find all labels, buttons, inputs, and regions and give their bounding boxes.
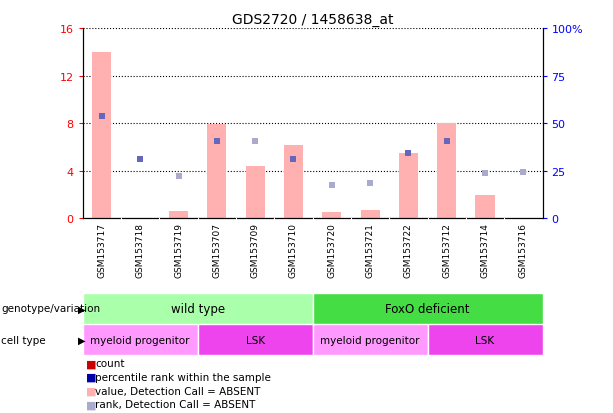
Text: rank, Detection Call = ABSENT: rank, Detection Call = ABSENT	[95, 399, 256, 409]
Title: GDS2720 / 1458638_at: GDS2720 / 1458638_at	[232, 12, 394, 26]
Bar	[360, 211, 379, 219]
Text: GSM153720: GSM153720	[327, 223, 337, 278]
Bar	[284, 145, 303, 219]
Text: GSM153707: GSM153707	[212, 223, 221, 278]
Text: ▶: ▶	[78, 335, 85, 345]
Text: GSM153712: GSM153712	[442, 223, 451, 278]
Text: value, Detection Call = ABSENT: value, Detection Call = ABSENT	[95, 386, 261, 396]
Text: count: count	[95, 358, 124, 368]
Bar	[83, 293, 313, 324]
Bar	[476, 195, 495, 219]
Text: LSK: LSK	[246, 335, 265, 345]
Text: myeloid progenitor: myeloid progenitor	[91, 335, 190, 345]
Text: ■: ■	[86, 399, 96, 409]
Text: myeloid progenitor: myeloid progenitor	[321, 335, 420, 345]
Text: ▶: ▶	[78, 304, 85, 314]
Bar	[437, 124, 456, 219]
Bar	[428, 324, 543, 355]
Bar	[322, 213, 341, 219]
Text: GSM153710: GSM153710	[289, 223, 298, 278]
Bar	[207, 125, 226, 219]
Text: GSM153721: GSM153721	[365, 223, 375, 278]
Bar	[197, 324, 313, 355]
Text: genotype/variation: genotype/variation	[1, 304, 101, 314]
Text: GSM153718: GSM153718	[135, 223, 145, 278]
Text: FoxO deficient: FoxO deficient	[386, 302, 470, 315]
Text: GSM153717: GSM153717	[97, 223, 107, 278]
Text: percentile rank within the sample: percentile rank within the sample	[95, 372, 271, 382]
Text: GSM153716: GSM153716	[519, 223, 528, 278]
Text: LSK: LSK	[476, 335, 495, 345]
Text: ■: ■	[86, 372, 96, 382]
Text: GSM153722: GSM153722	[404, 223, 413, 277]
Bar	[83, 324, 197, 355]
Text: GSM153719: GSM153719	[174, 223, 183, 278]
Bar	[399, 154, 418, 219]
Bar	[93, 52, 112, 219]
Text: cell type: cell type	[1, 335, 46, 345]
Bar	[313, 324, 428, 355]
Text: wild type: wild type	[170, 302, 225, 315]
Text: GSM153714: GSM153714	[481, 223, 490, 278]
Bar	[313, 293, 543, 324]
Bar	[169, 212, 188, 219]
Text: ■: ■	[86, 358, 96, 368]
Text: GSM153709: GSM153709	[251, 223, 260, 278]
Bar	[246, 166, 265, 219]
Text: ■: ■	[86, 386, 96, 396]
